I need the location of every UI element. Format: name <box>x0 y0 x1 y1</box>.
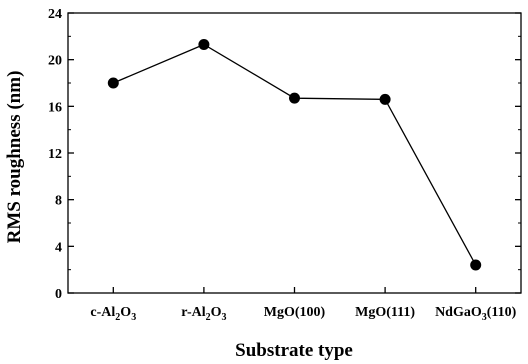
series-line <box>113 43 477 266</box>
data-point <box>289 92 300 104</box>
x-tick-label: r-Al2O3 <box>181 305 226 323</box>
x-tick-label: c-Al2O3 <box>90 305 136 323</box>
plot-frame <box>67 12 522 294</box>
data-point <box>470 259 482 271</box>
data-series <box>107 39 482 271</box>
y-tick-label: 24 <box>48 7 62 22</box>
data-point <box>379 93 391 105</box>
x-axis-ticks: c-Al2O3 r-Al2O3 MgO(100) MgO(111) NdGaO3(110… <box>90 287 517 323</box>
y-tick-label: 8 <box>55 194 62 209</box>
y-axis-ticks: 0 4 8 12 16 20 24 <box>48 7 521 302</box>
y-tick-label: 4 <box>55 240 62 255</box>
x-tick-label: MgO(111) <box>355 305 415 320</box>
y-tick-label: 16 <box>48 100 62 115</box>
y-tick-label: 20 <box>48 54 62 69</box>
data-point <box>107 77 119 89</box>
y-tick-label: 0 <box>55 287 62 302</box>
y-axis-label: RMS roughness (nm) <box>4 71 25 244</box>
y-tick-label: 12 <box>48 147 62 162</box>
x-tick-label: MgO(100) <box>264 305 326 320</box>
x-axis-label: Substrate type <box>235 340 353 361</box>
data-point <box>198 39 210 50</box>
x-tick-label: NdGaO3(110) <box>435 305 517 323</box>
chart-axes <box>67 12 522 294</box>
